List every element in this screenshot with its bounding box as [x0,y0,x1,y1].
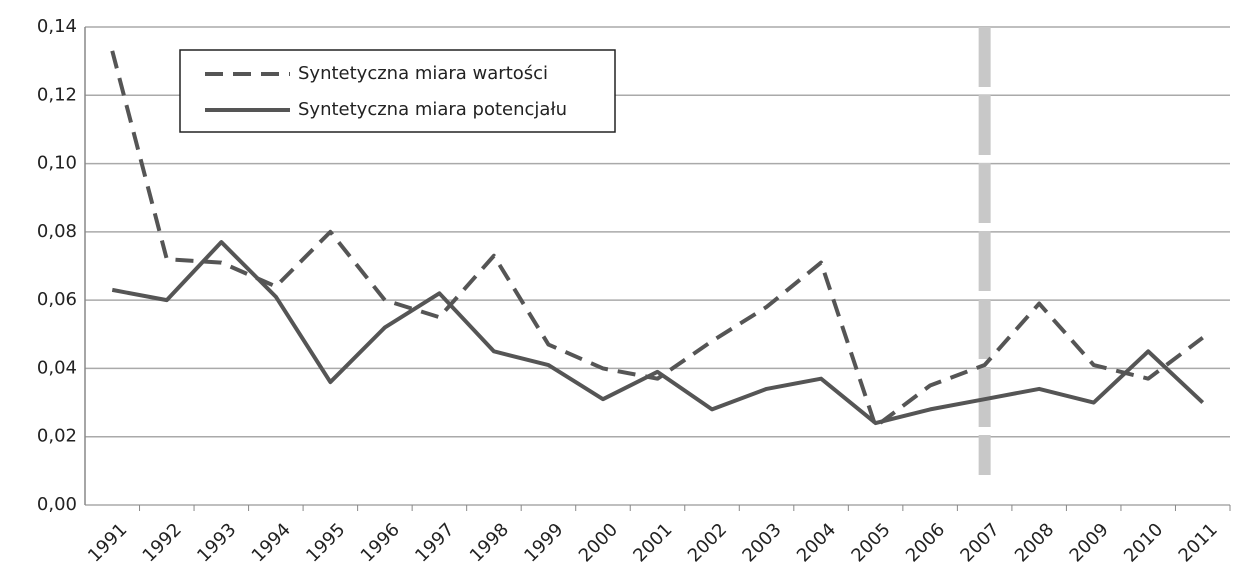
series-line [110,50,1204,429]
x-tick-label: 2009 [1066,519,1113,566]
x-tick-label: 1994 [248,519,295,566]
x-tick-label: 2001 [629,519,676,566]
x-tick-label: 1998 [466,519,513,566]
x-tick-label: 1992 [139,519,186,566]
y-tick-label: 0,04 [37,357,77,378]
legend-label: Syntetyczna miara wartości [298,63,548,84]
y-tick-label: 0,08 [37,221,77,242]
x-tick-label: 2002 [684,519,731,566]
y-tick-label: 0,10 [37,153,77,174]
x-tick-label: 2004 [793,519,840,566]
x-tick-label: 1997 [411,519,458,566]
x-tick-label: 2011 [1175,519,1222,566]
x-tick-label: 1993 [193,519,240,566]
y-tick-label: 0,02 [37,426,77,447]
y-tick-label: 0,00 [37,494,77,515]
y-tick-label: 0,06 [37,289,77,310]
y-tick-label: 0,12 [37,84,77,105]
x-tick-label: 1995 [302,519,349,566]
x-tick-label: 1999 [520,519,567,566]
x-tick-label: 2003 [738,519,785,566]
x-tick-label: 2005 [847,519,894,566]
x-tick-label: 1991 [84,519,131,566]
x-tick-label: 2006 [902,519,949,566]
x-tick-label: 1996 [357,519,404,566]
x-tick-label: 2000 [575,519,622,566]
x-tick-label: 2007 [956,519,1003,566]
x-tick-label: 2010 [1120,519,1167,566]
legend-box [179,49,616,133]
y-tick-label: 0,14 [37,16,77,37]
series-line [111,240,1205,426]
x-tick-label: 2008 [1011,519,1058,566]
legend-label: Syntetyczna miara potencjału [298,99,567,120]
